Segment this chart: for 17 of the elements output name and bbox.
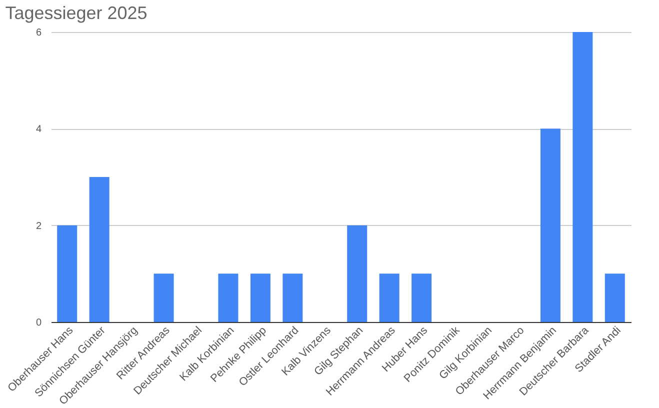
chart-title: Tagessieger 2025 [5,3,148,23]
bar [379,274,400,322]
bar [218,274,238,322]
bar [89,177,110,322]
bar [604,274,625,322]
y-tick-label: 0 [36,318,42,328]
bar [154,274,174,322]
bar [250,274,270,322]
bar [57,225,78,322]
y-tick-label: 6 [36,28,42,38]
bar [347,225,368,322]
bar [572,32,593,322]
bar [282,274,303,322]
bar [540,128,560,322]
y-tick-label: 2 [36,220,42,232]
bar [412,274,432,322]
y-tick-label: 4 [36,124,42,136]
